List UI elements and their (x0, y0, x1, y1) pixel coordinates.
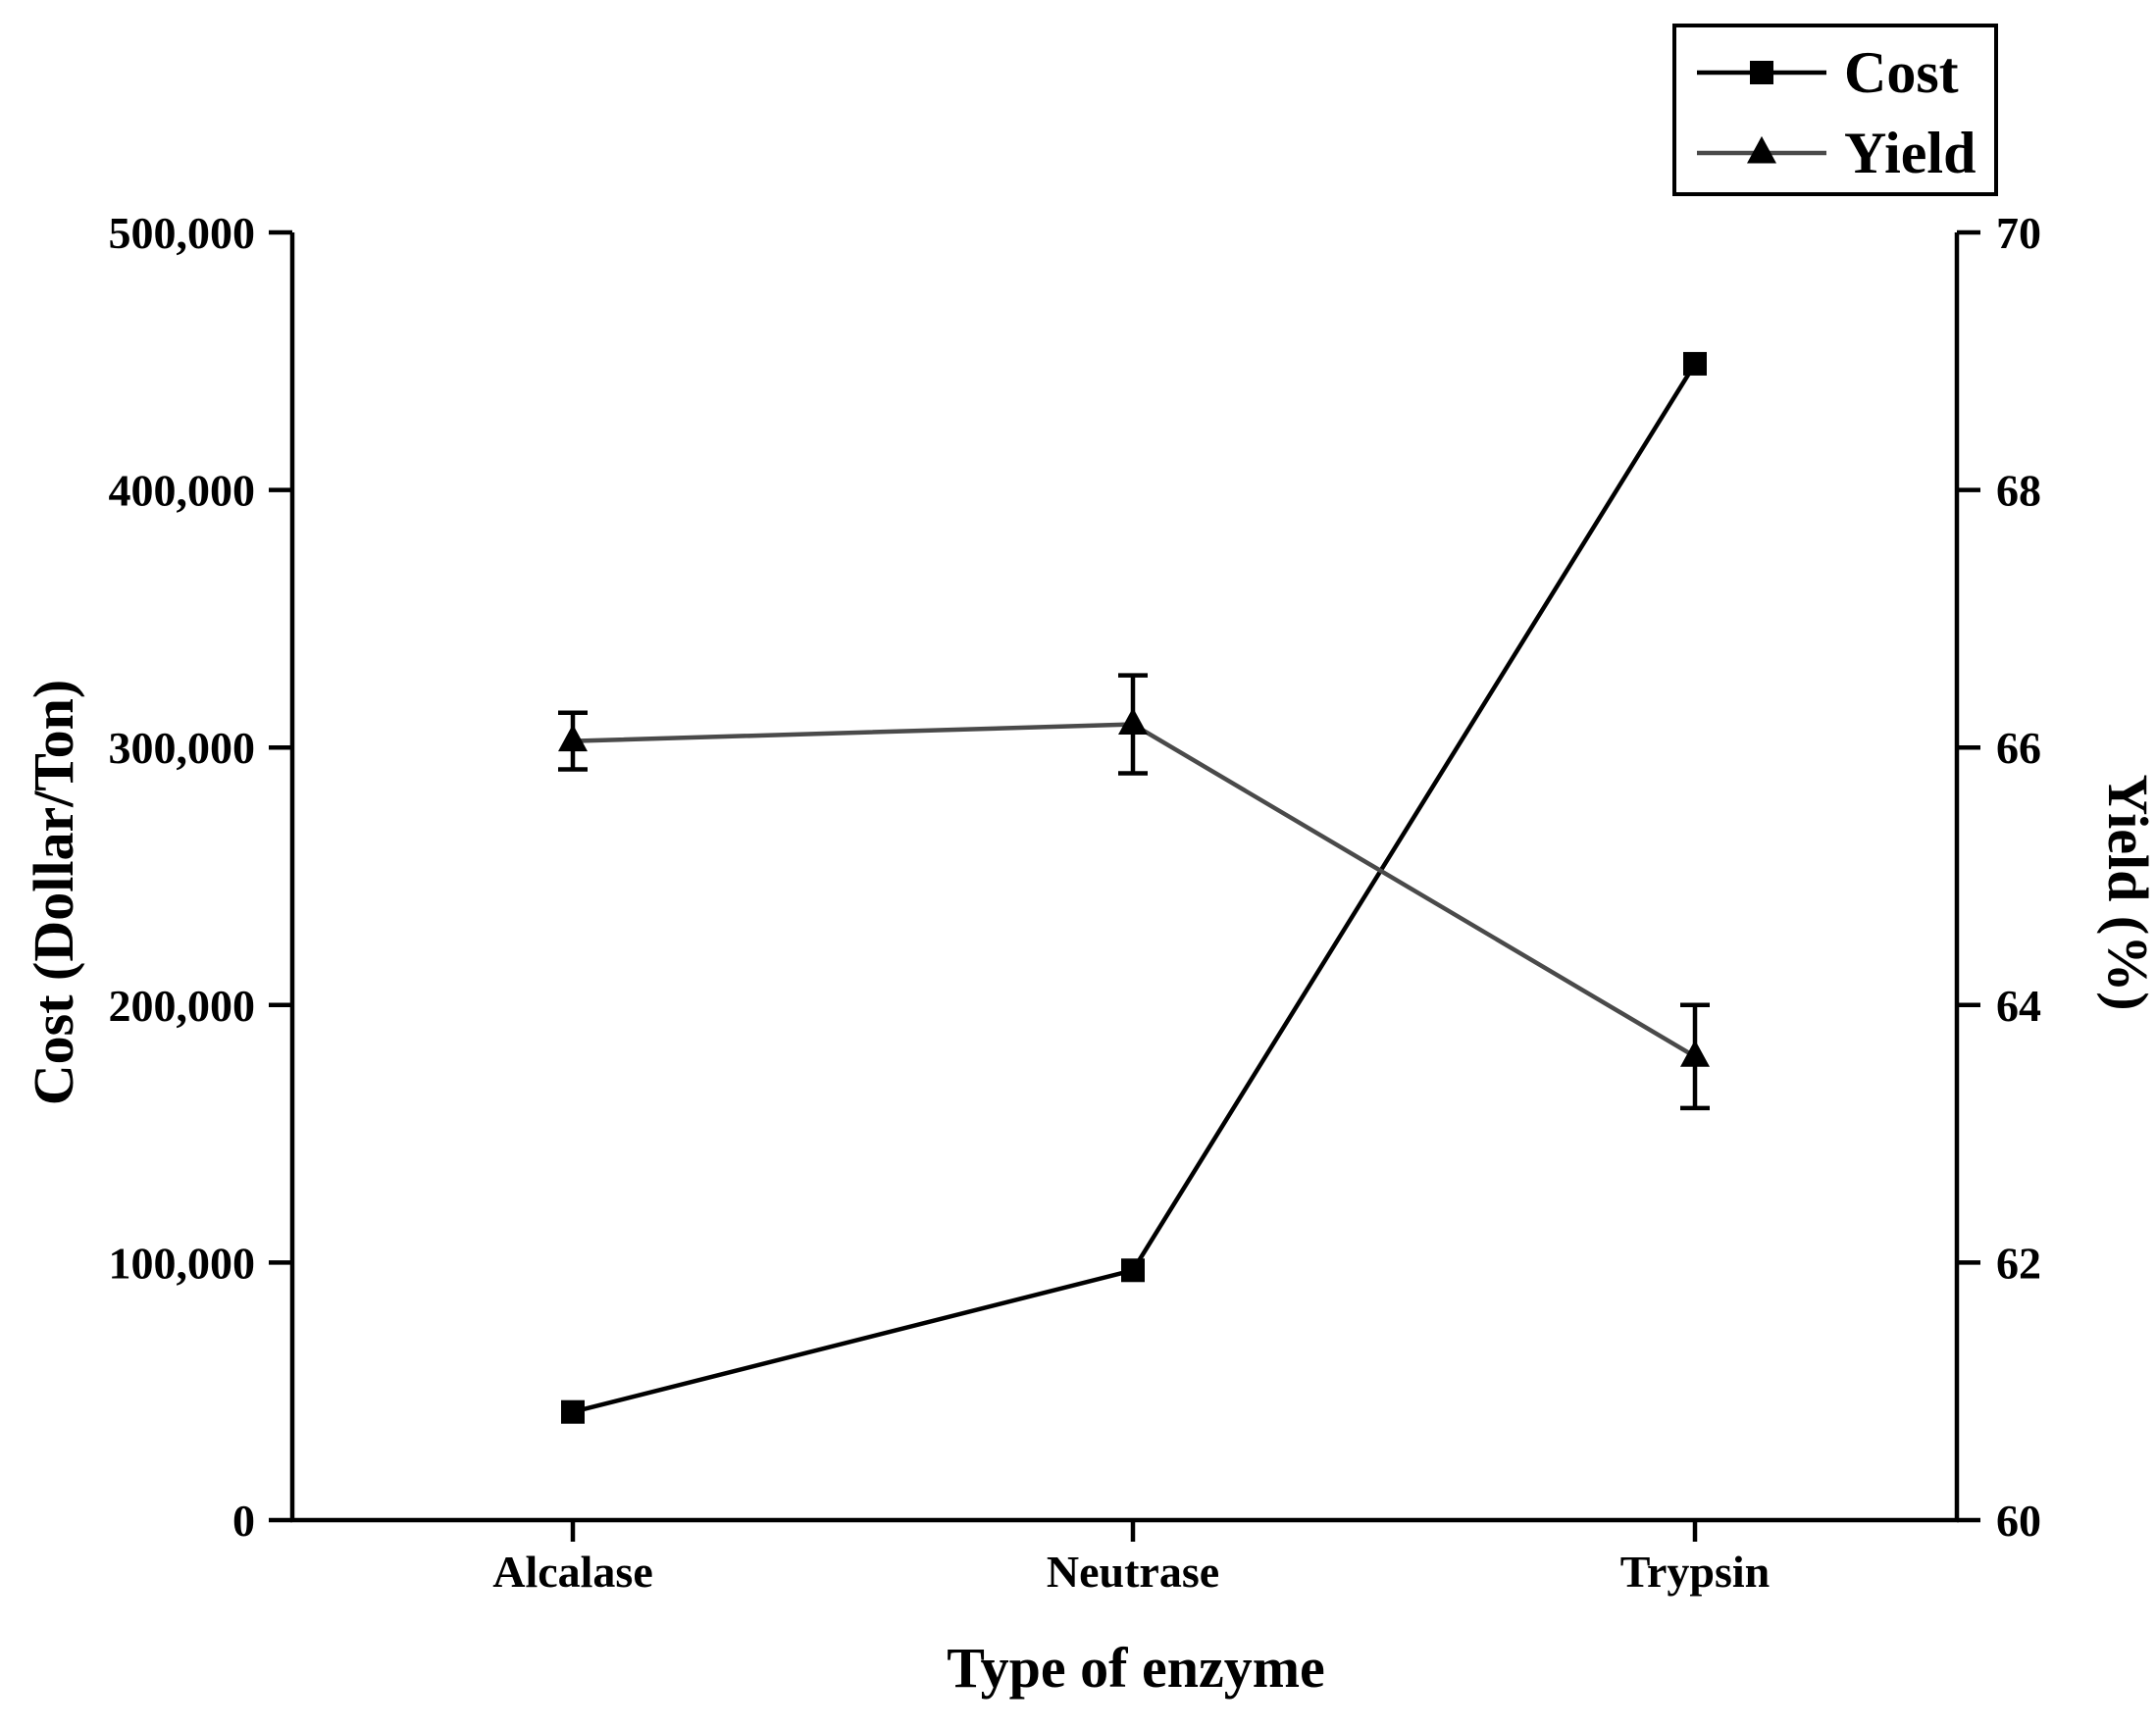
chart-series (558, 351, 1710, 1424)
y-left-tick-label: 300,000 (109, 723, 256, 773)
legend-label-yield: Yield (1844, 121, 1976, 185)
y-right-tick-label: 62 (1996, 1238, 2041, 1288)
y-axis-left-title: Cost (Dollar/Ton) (22, 680, 85, 1106)
x-axis-title: Type of enzyme (947, 1636, 1325, 1700)
y-right-tick-label: 64 (1996, 981, 2041, 1031)
y-left-tick-label: 0 (232, 1496, 255, 1546)
data-point (561, 1399, 585, 1424)
y-left-tick-label: 400,000 (109, 466, 256, 516)
legend-marker-yield (1747, 135, 1776, 164)
y-right-tick-label: 60 (1996, 1496, 2041, 1546)
y-axis-right-title: Yield (%) (2096, 774, 2156, 1010)
legend-marker-cost (1750, 61, 1773, 84)
y-right-tick-label: 66 (1996, 723, 2041, 773)
data-point (1683, 351, 1707, 376)
data-point (558, 724, 588, 752)
y-right-tick-label: 68 (1996, 466, 2041, 516)
x-tick-label: Neutrase (1047, 1547, 1219, 1597)
series-yield (558, 673, 1710, 1111)
data-point (1118, 707, 1148, 736)
y-left-tick-label: 200,000 (109, 981, 256, 1031)
legend: Cost Yield (1672, 24, 1998, 196)
x-tick-label: Alcalase (492, 1547, 653, 1597)
chart-axes: 0 100,000 200,000 300,000 400,000 500,000 60 62… (109, 208, 2042, 1597)
x-tick-label: Trypsin (1620, 1547, 1771, 1597)
legend-box (1672, 24, 1998, 196)
data-point (1680, 1040, 1710, 1067)
y-right-tick-label: 70 (1996, 208, 2041, 258)
legend-label-cost: Cost (1844, 40, 1959, 105)
series-line-cost (572, 362, 1697, 1414)
series-cost (561, 351, 1707, 1424)
data-point (1121, 1258, 1145, 1283)
y-left-tick-label: 100,000 (109, 1238, 256, 1288)
y-left-tick-label: 500,000 (109, 208, 256, 258)
